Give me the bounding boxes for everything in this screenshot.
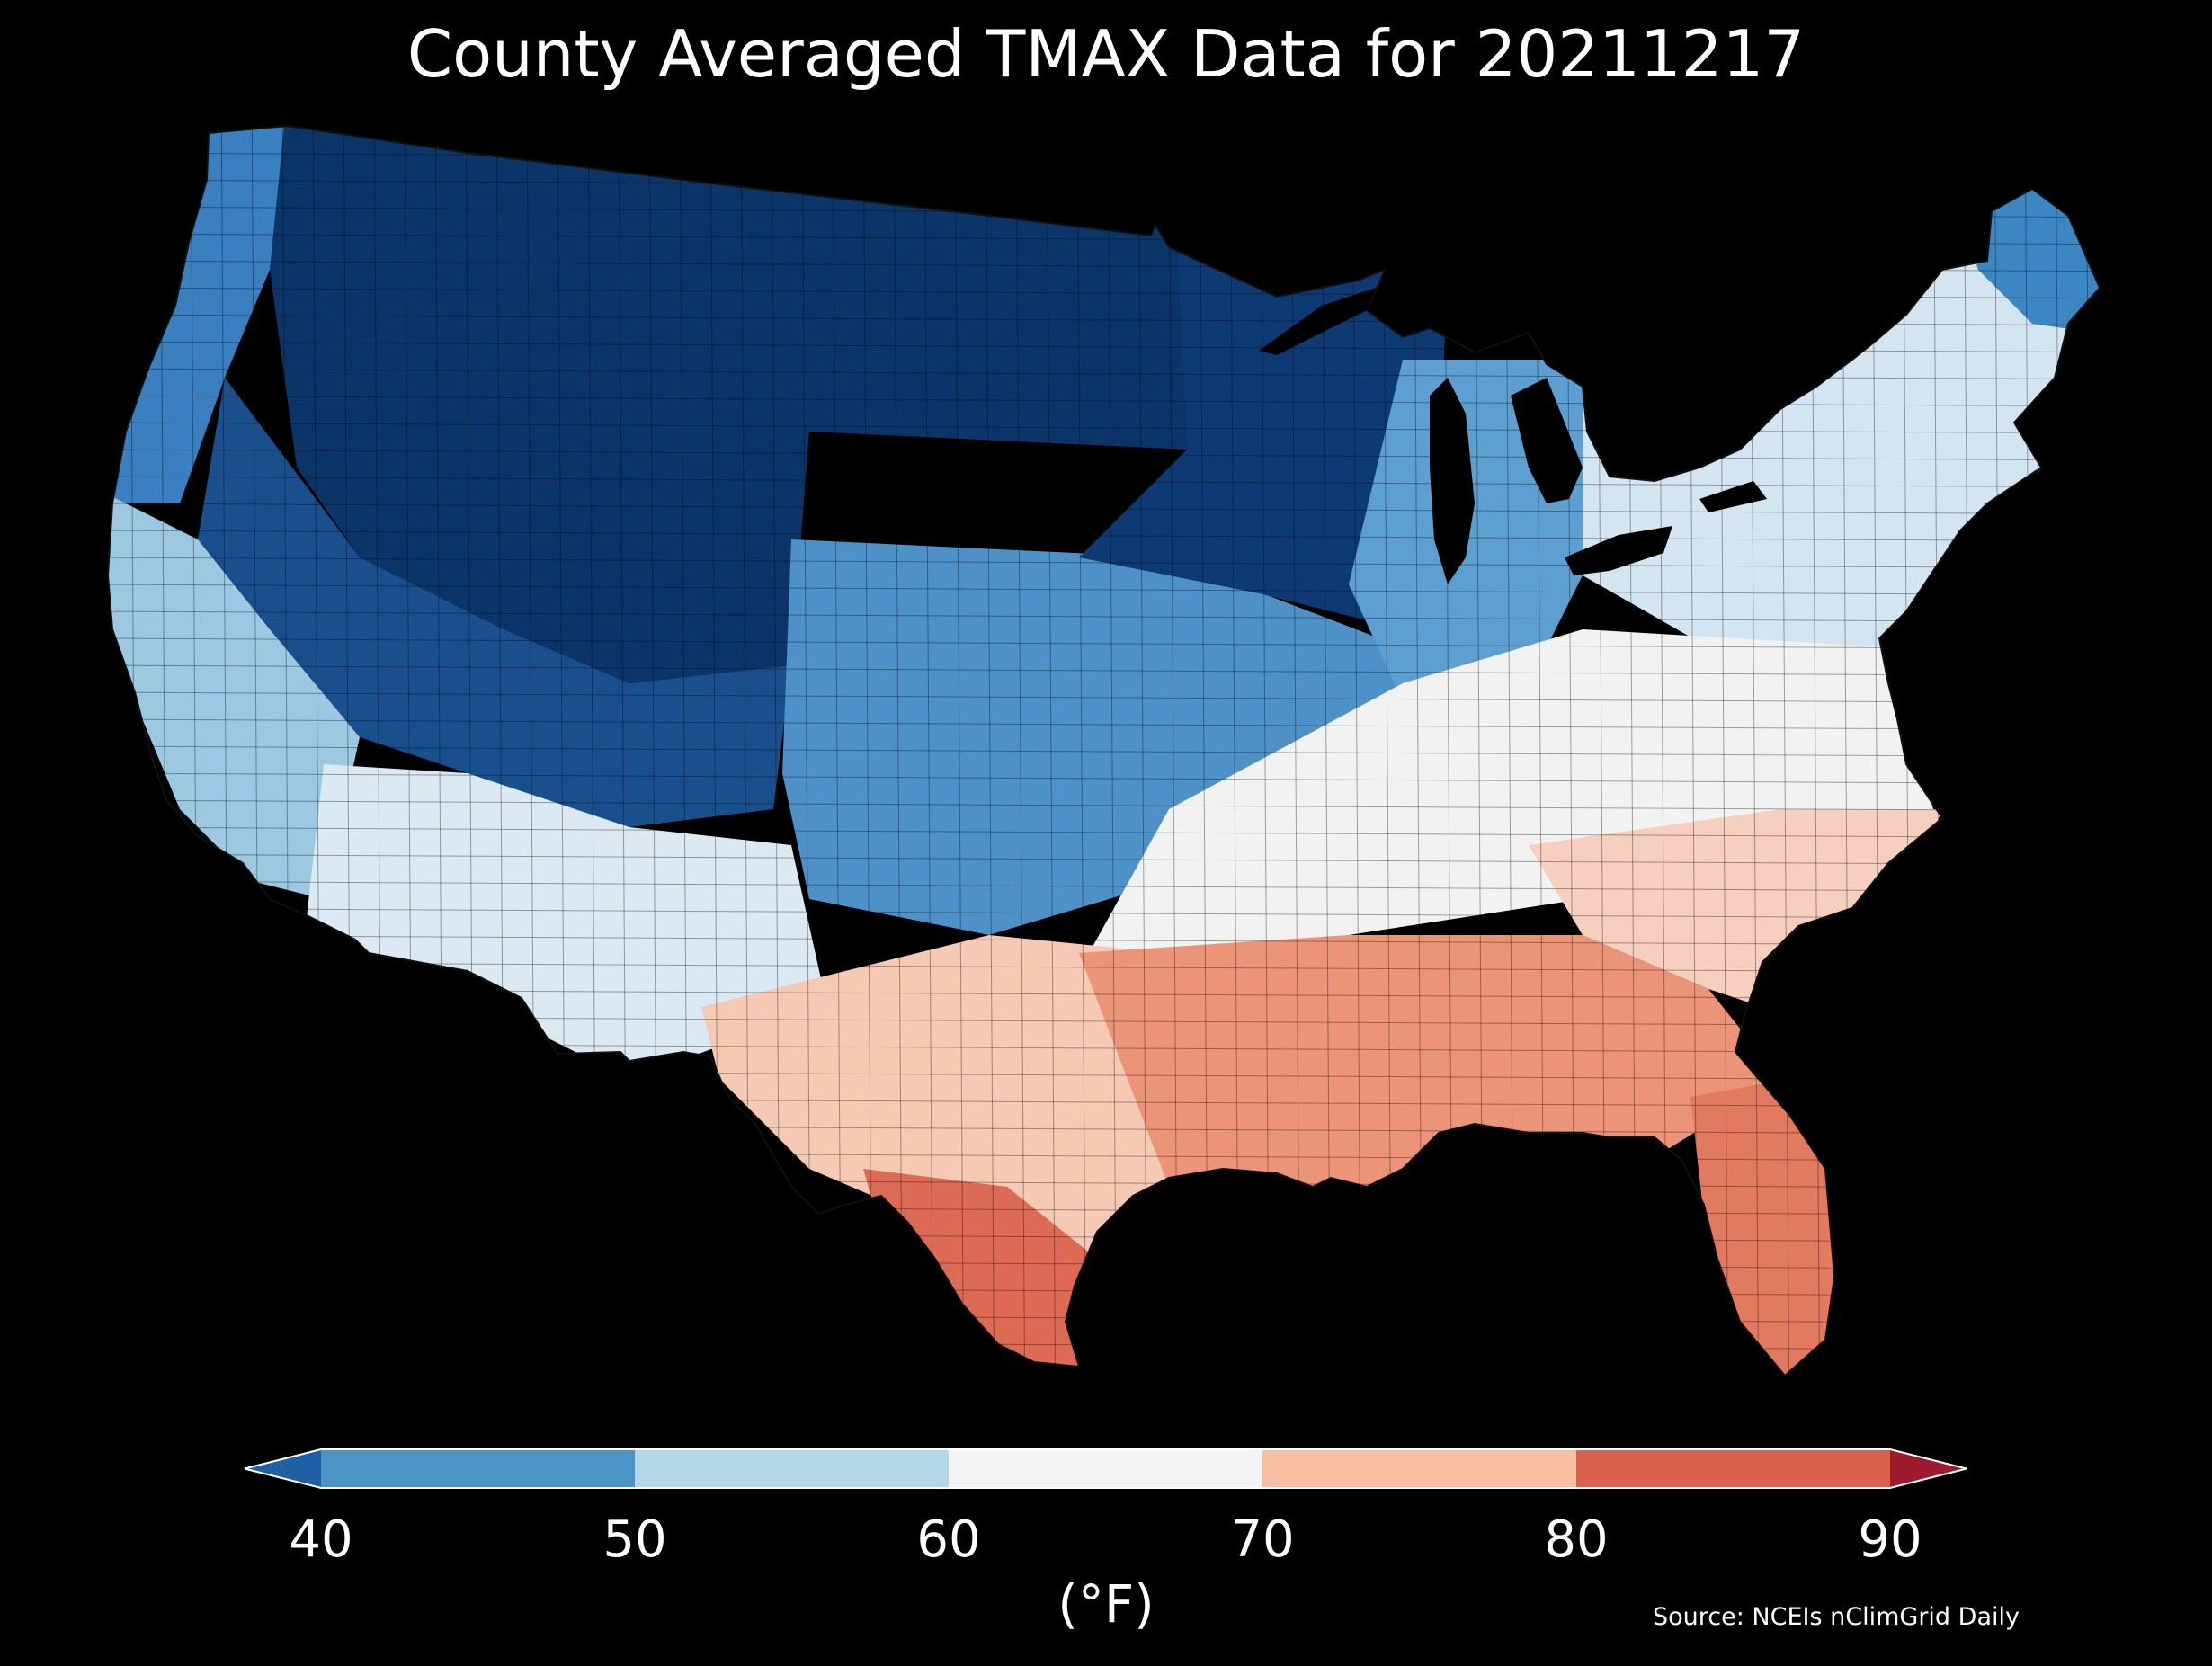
- colorbar-unit-label: (°F): [1057, 1573, 1155, 1635]
- county-boundary: [108, 584, 2100, 596]
- county-boundary: [108, 530, 2100, 542]
- county-boundary: [108, 772, 2100, 785]
- county-boundary: [108, 557, 2100, 569]
- county-boundary: [1076, 126, 1087, 1376]
- colorbar-tick-label: 90: [1858, 1510, 1922, 1569]
- county-boundary: [108, 718, 2100, 731]
- map-region-california-coast: [108, 486, 360, 899]
- colorbar-tick-label: 50: [602, 1510, 667, 1569]
- colorbar-bin: [1576, 1449, 1890, 1488]
- county-boundary: [108, 610, 2100, 623]
- county-boundary: [108, 476, 2100, 488]
- county-boundary: [108, 880, 2100, 893]
- lake-huron: [1511, 378, 1583, 503]
- colorbar-outline: [244, 1448, 1967, 1489]
- colorbar-tick-label: 80: [1544, 1510, 1609, 1569]
- county-boundary: [108, 853, 2100, 866]
- lake-erie: [1565, 526, 1672, 575]
- colorbar-bin: [321, 1449, 635, 1488]
- lake-superior: [1259, 288, 1376, 355]
- county-boundary: [108, 907, 2100, 920]
- colorbar-bin: [635, 1449, 949, 1488]
- county-boundary: [108, 395, 2100, 407]
- county-boundary: [1046, 126, 1057, 1376]
- colorbar-extend-low: [245, 1449, 321, 1488]
- county-boundary: [954, 126, 965, 1376]
- colorbar-tick-label: 60: [916, 1510, 981, 1569]
- county-boundary: [108, 449, 2100, 461]
- lake-ontario: [1699, 481, 1767, 512]
- colorbar-tick-label: 40: [289, 1510, 353, 1569]
- county-boundary: [108, 826, 2100, 839]
- county-boundary: [923, 126, 934, 1376]
- map-region-great-basin: [198, 378, 791, 827]
- county-boundary: [108, 664, 2100, 677]
- county-boundary: [108, 637, 2100, 650]
- colorbar-extend-high: [1890, 1449, 1967, 1488]
- county-boundary: [893, 126, 904, 1376]
- map-region-desert-southwest: [306, 764, 827, 1079]
- county-boundary: [108, 691, 2100, 704]
- map-region-texas: [701, 935, 1187, 1259]
- county-boundary: [108, 422, 2100, 434]
- map-region-south-texas: [863, 1169, 1097, 1376]
- colorbar-tick-label: 70: [1230, 1510, 1295, 1569]
- county-boundary: [108, 745, 2100, 758]
- source-credit: Source: NCEIs nClimGrid Daily: [1653, 1603, 2020, 1631]
- lake-michigan: [1430, 378, 1475, 584]
- map-region-florida: [1690, 1079, 1852, 1376]
- map-title: County Averaged TMAX Data for 20211217: [406, 16, 1806, 92]
- county-boundary: [985, 126, 995, 1376]
- colorbar-bin: [1262, 1449, 1576, 1488]
- county-boundary: [108, 799, 2100, 812]
- county-boundary: [108, 503, 2100, 515]
- us-outline: [106, 124, 2101, 1377]
- county-boundary: [1015, 126, 1026, 1376]
- map-region-gulf-coast: [1079, 935, 1780, 1196]
- colorbar-bin: [949, 1449, 1262, 1488]
- map-region-northern-rockies-plains: [270, 126, 1187, 683]
